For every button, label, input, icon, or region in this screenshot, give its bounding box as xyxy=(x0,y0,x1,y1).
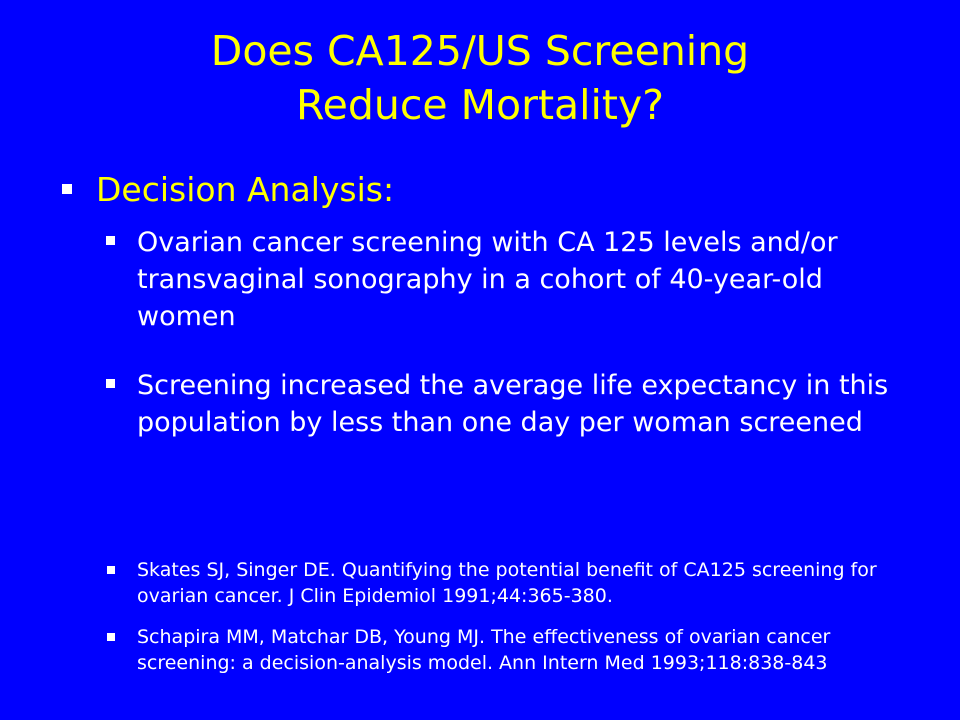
title-line-1: Does CA125/US Screening xyxy=(210,27,750,75)
square-bullet-icon xyxy=(106,379,115,388)
square-bullet-icon xyxy=(107,566,115,574)
square-bullet-icon xyxy=(62,184,72,194)
section-heading: Decision Analysis: xyxy=(96,170,395,209)
bullet-point: Screening increased the average life exp… xyxy=(137,370,889,438)
square-bullet-icon xyxy=(106,236,115,245)
square-bullet-icon xyxy=(107,633,115,641)
reference-item: Schapira MM, Matchar DB, Young MJ. The e… xyxy=(137,626,831,674)
title-line-2: Reduce Mortality? xyxy=(295,81,665,129)
slide-title: Does CA125/US Screening Reduce Mortality… xyxy=(40,24,920,132)
reference-item: Skates SJ, Singer DE. Quantifying the po… xyxy=(137,559,877,607)
bullet-point: Ovarian cancer screening with CA 125 lev… xyxy=(137,227,838,332)
